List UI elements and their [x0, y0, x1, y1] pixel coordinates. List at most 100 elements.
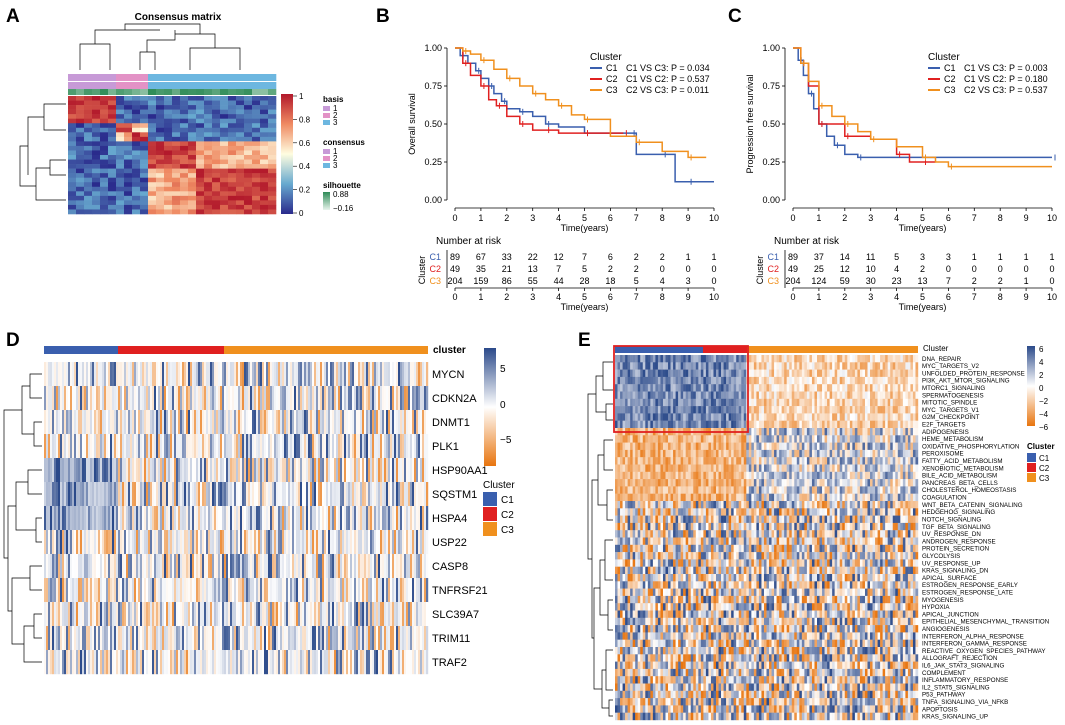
pathway-label: G2M_CHECKPOINT [922, 414, 980, 421]
risk-value: 0 [1049, 276, 1054, 286]
gene-legend-swatch [483, 522, 497, 536]
pathway-label: HYPOXIA [922, 604, 950, 611]
panel-label-b: B [376, 6, 390, 27]
pathway-label: UV_RESPONSE_UP [922, 560, 980, 567]
risk-value: 4 [894, 264, 899, 274]
gene-label: CASP8 [432, 561, 468, 573]
risk-value: 1 [998, 252, 1003, 262]
pathway-label: ADIPOGENESIS [922, 429, 969, 436]
pathway-label: WNT_BETA_CATENIN_SIGNALING [922, 502, 1023, 509]
x-tick-label: 0 [790, 213, 795, 223]
pvalue-label: C1 VS C2: P = 0.537 [626, 74, 710, 84]
y-tick-label: 0.25 [762, 157, 780, 167]
risk-x-tick: 4 [556, 292, 561, 302]
pathway-scale-tick: 0 [1039, 384, 1044, 393]
gene-cluster-legend: Cluster C1 C2 C3 [483, 480, 515, 536]
gene-label: SQSTM1 [432, 489, 477, 501]
pathway-cluster-track-label: Cluster [923, 344, 949, 353]
risk-x-tick: 4 [894, 292, 899, 302]
risk-value: 0 [711, 276, 716, 286]
risk-value: 21 [502, 264, 512, 274]
risk-value: 22 [528, 252, 538, 262]
risk-value: 89 [450, 252, 460, 262]
risk-x-tick: 7 [634, 292, 639, 302]
risk-table-title: Number at risk [774, 236, 840, 247]
x-tick-label: 4 [556, 213, 561, 223]
risk-value: 13 [528, 264, 538, 274]
risk-x-tick: 0 [452, 292, 457, 302]
consensus-scale-tick: 0 [299, 209, 304, 218]
risk-table-title: Number at risk [436, 236, 502, 247]
legend-basis-2-swatch [323, 113, 330, 118]
x-tick-label: 10 [709, 213, 719, 223]
legend-consensus-1-swatch [323, 149, 330, 154]
risk-y-title: Cluster [417, 256, 427, 285]
gene-cluster-track-label: cluster [433, 345, 466, 356]
risk-value: 1 [711, 252, 716, 262]
panel-label-a: A [6, 6, 20, 27]
legend-basis-1-swatch [323, 106, 330, 111]
risk-x-tick: 1 [816, 292, 821, 302]
y-tick-label: 0.50 [424, 119, 442, 129]
km-curve-c3 [793, 47, 1052, 168]
pathway-label: UV_RESPONSE_DN [922, 531, 981, 538]
risk-value: 0 [946, 264, 951, 274]
risk-x-tick: 3 [868, 292, 873, 302]
pathway-label: PI3K_AKT_MTOR_SIGNALING [922, 378, 1010, 385]
risk-row-label: C1 [429, 252, 441, 262]
gene-label: CDKN2A [432, 393, 477, 405]
legend-silhouette-bar [323, 192, 330, 210]
legend-label: C1 [606, 63, 618, 73]
risk-value: 2 [660, 252, 665, 262]
highlight-box [613, 345, 749, 433]
pathway-cluster-track [615, 346, 918, 353]
legend-title: Cluster [590, 52, 622, 63]
pathway-label: XENOBIOTIC_METABOLISM [922, 465, 1004, 472]
pathway-label: PEROXISOME [922, 451, 964, 458]
risk-value: 0 [660, 264, 665, 274]
gene-row-dendrogram [3, 373, 42, 663]
consensus-heatmap [68, 96, 277, 215]
gene-label: HSPA4 [432, 513, 467, 525]
legend-silhouette-lo: −0.16 [333, 204, 354, 213]
risk-x-tick: 9 [686, 292, 691, 302]
risk-row-label: C2 [429, 264, 441, 274]
x-tick-label: 7 [634, 213, 639, 223]
pvalue-label: C1 VS C3: P = 0.034 [626, 63, 710, 73]
gene-scale-tick: 5 [500, 364, 506, 375]
pathway-label: INFLAMMATORY_RESPONSE [922, 677, 1008, 684]
pathway-label: ESTROGEN_RESPONSE_EARLY [922, 582, 1018, 589]
legend-basis-3-swatch [323, 120, 330, 125]
y-tick-label: 0.25 [424, 157, 442, 167]
gene-legend-label: C2 [501, 510, 514, 521]
risk-value: 0 [1049, 264, 1054, 274]
pathway-label: SPERMATOGENESIS [922, 392, 984, 399]
risk-value: 1 [1049, 252, 1054, 262]
pathway-track-c3 [747, 346, 918, 353]
risk-value: 86 [502, 276, 512, 286]
gene-scale-ticks: 5 0 −5 [500, 364, 512, 446]
risk-value: 4 [660, 276, 665, 286]
legend-consensus-2: 2 [333, 154, 338, 163]
risk-x-tick: 8 [998, 292, 1003, 302]
pathway-label: PROTEIN_SECRETION [922, 546, 989, 553]
x-tick-label: 3 [868, 213, 873, 223]
risk-value: 0 [711, 264, 716, 274]
risk-x-tick: 10 [1047, 292, 1057, 302]
risk-value: 6 [608, 252, 613, 262]
legend-consensus-3: 3 [333, 161, 338, 170]
risk-value: 35 [476, 264, 486, 274]
y-tick-label: 0.00 [762, 195, 780, 205]
legend-consensus-title: consensus [323, 138, 365, 147]
risk-value: 44 [554, 276, 564, 286]
risk-value: 0 [972, 264, 977, 274]
risk-value: 3 [686, 276, 691, 286]
risk-value: 13 [917, 276, 927, 286]
cluster-track-c3 [224, 346, 428, 354]
pathway-label: BILE_ACID_METABOLISM [922, 473, 997, 480]
x-tick-label: 10 [1047, 213, 1057, 223]
pathway-label: E2F_TARGETS [922, 422, 966, 429]
consensus-scale-tick: 0.4 [299, 162, 311, 171]
x-tick-label: 6 [608, 213, 613, 223]
legend-consensus-1: 1 [333, 147, 338, 156]
